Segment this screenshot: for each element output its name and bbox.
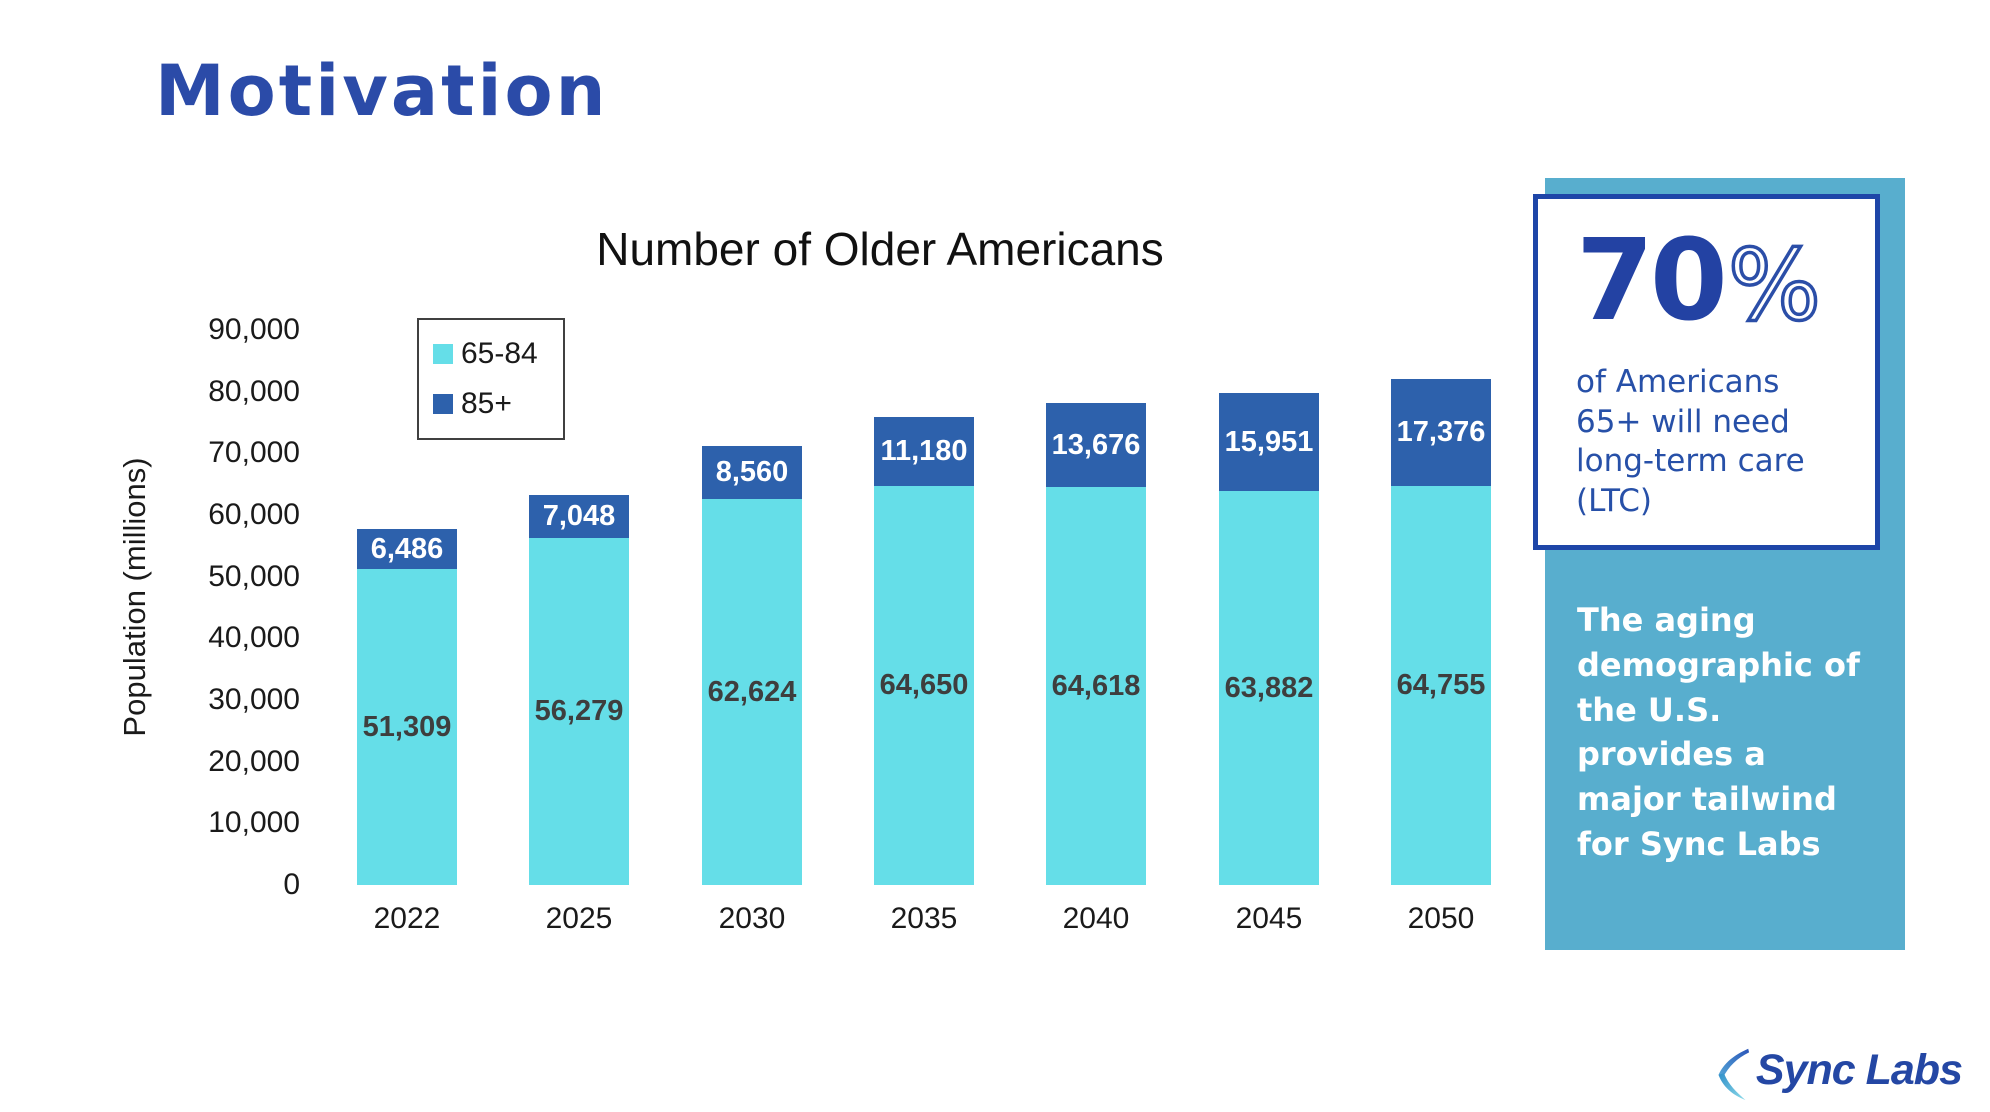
chart-title: Number of Older Americans xyxy=(596,223,1164,275)
y-tick-label: 50,000 xyxy=(208,559,300,593)
bar-segment-85+-2030: 8,560 xyxy=(702,446,802,499)
bar-value-label: 11,180 xyxy=(880,435,968,467)
bar-segment-65-84-2022: 51,309 xyxy=(357,569,457,885)
legend-entry-65-84: 65-84 xyxy=(433,337,563,371)
y-tick-label: 0 xyxy=(283,868,300,901)
legend-swatch-65-84 xyxy=(433,343,453,364)
bar-segment-85+-2022: 6,486 xyxy=(357,529,457,569)
legend-entry-85+: 85+ xyxy=(433,387,563,421)
bar-value-label: 62,624 xyxy=(707,675,797,708)
logo-text: Sync Labs xyxy=(1755,1045,1963,1094)
bar-value-label: 63,882 xyxy=(1224,671,1314,704)
bar-segment-85+-2035: 11,180 xyxy=(874,417,974,486)
panel-message: The aging demographic of the U.S. provid… xyxy=(1577,601,1860,863)
chart-legend: 65-84 85+ xyxy=(417,318,565,440)
bar-segment-65-84-2025: 56,279 xyxy=(529,538,629,885)
bar-value-label: 8,560 xyxy=(715,456,789,488)
x-tick-label-2035: 2035 xyxy=(890,902,958,935)
stat-value-row: 70% xyxy=(1576,225,1855,337)
bar-value-label: 64,650 xyxy=(879,669,969,701)
y-tick-label: 10,000 xyxy=(208,806,300,840)
y-tick-label: 60,000 xyxy=(208,498,300,531)
bar-segment-65-84-2035: 64,650 xyxy=(874,486,974,885)
bar-value-label: 7,048 xyxy=(542,500,616,532)
y-tick-label: 30,000 xyxy=(208,683,300,716)
page-title: Motivation xyxy=(155,50,609,132)
x-tick-label-2030: 2030 xyxy=(718,902,786,935)
x-tick-label-2022: 2022 xyxy=(373,902,441,935)
bar-value-label: 13,676 xyxy=(1051,428,1141,461)
legend-label-85+: 85+ xyxy=(461,387,512,421)
bar-segment-85+-2040: 13,676 xyxy=(1046,403,1146,487)
y-tick-label: 90,000 xyxy=(208,313,300,346)
legend-label-65-84: 65-84 xyxy=(461,336,538,370)
bar-value-label: 56,279 xyxy=(534,695,624,727)
stat-card: 70% of Americans 65+ will need long-term… xyxy=(1533,194,1880,550)
bar-value-label: 51,309 xyxy=(362,710,452,743)
x-tick-label-2050: 2050 xyxy=(1407,902,1475,935)
bar-segment-65-84-2040: 64,618 xyxy=(1046,487,1146,885)
x-tick-label-2025: 2025 xyxy=(545,902,613,935)
bar-value-label: 6,486 xyxy=(370,532,444,565)
sync-labs-logo: Sync Labs xyxy=(1714,1038,1963,1102)
y-tick-label: 20,000 xyxy=(208,744,300,778)
bar-segment-65-84-2050: 64,755 xyxy=(1391,486,1491,885)
x-tick-label-2040: 2040 xyxy=(1062,902,1130,935)
y-tick-label: 40,000 xyxy=(208,621,300,655)
bar-value-label: 17,376 xyxy=(1396,416,1486,448)
bar-value-label: 64,618 xyxy=(1051,669,1141,702)
x-tick-label-2045: 2045 xyxy=(1235,902,1303,935)
bar-segment-65-84-2045: 63,882 xyxy=(1219,491,1319,885)
y-tick-label: 80,000 xyxy=(208,374,300,408)
bar-value-label: 15,951 xyxy=(1224,425,1314,458)
bar-segment-85+-2050: 17,376 xyxy=(1391,379,1491,486)
bar-segment-85+-2025: 7,048 xyxy=(529,495,629,538)
bar-segment-85+-2045: 15,951 xyxy=(1219,393,1319,491)
bar-value-label: 64,755 xyxy=(1396,669,1486,701)
stat-description: of Americans 65+ will need long-term car… xyxy=(1576,364,1805,520)
stat-percent-sign: % xyxy=(1726,229,1823,343)
bar-segment-65-84-2030: 62,624 xyxy=(702,499,802,885)
legend-swatch-85+ xyxy=(433,394,453,415)
sync-labs-helix-icon xyxy=(1718,1048,1750,1101)
y-tick-label: 70,000 xyxy=(208,436,300,470)
stat-number: 70 xyxy=(1576,216,1728,346)
